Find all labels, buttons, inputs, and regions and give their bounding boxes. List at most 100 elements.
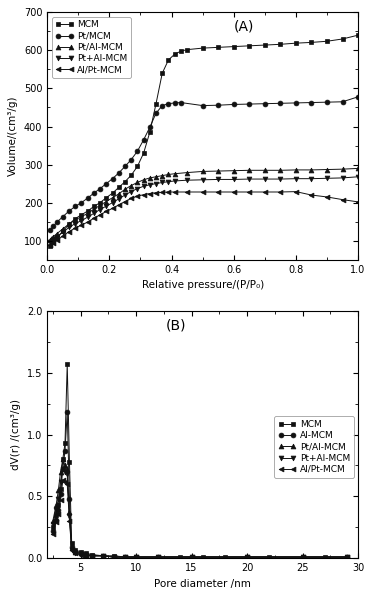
MCM [278, 41, 283, 48]
Al-MCM [123, 553, 127, 561]
Pt+Al-MCM [263, 176, 267, 183]
Al/Pt-MCM [116, 201, 121, 208]
Line: MCM: MCM [50, 362, 349, 559]
Pt/MCM [67, 207, 71, 214]
Pt/MCM [129, 156, 134, 163]
MCM [179, 48, 183, 55]
Pt+Al-MCM [247, 176, 251, 183]
Al-MCM [345, 553, 349, 561]
MCM [294, 39, 298, 47]
Pt/Al-MCM [123, 553, 127, 561]
MCM [154, 100, 158, 107]
Al/Pt-MCM [50, 530, 55, 537]
Al/Pt-MCM [325, 193, 329, 201]
Al/Pt-MCM [300, 553, 305, 561]
MCM [267, 553, 272, 561]
Al/Pt-MCM [309, 192, 314, 199]
Al-MCM [63, 447, 67, 454]
Pt/MCM [116, 170, 121, 177]
Line: Pt/Al-MCM: Pt/Al-MCM [48, 166, 361, 242]
Al/Pt-MCM [245, 553, 249, 561]
MCM [61, 227, 65, 235]
Pt+Al-MCM [154, 180, 158, 187]
Pt/Al-MCM [54, 501, 58, 509]
Pt/MCM [216, 101, 220, 109]
Pt+Al-MCM [78, 551, 83, 558]
Pt/MCM [98, 185, 102, 192]
Pt/MCM [154, 110, 158, 117]
Pt+Al-MCM [309, 175, 314, 182]
Pt/Al-MCM [129, 182, 134, 189]
Pt+Al-MCM [50, 520, 55, 527]
Al-MCM [300, 553, 305, 561]
Pt/MCM [61, 213, 65, 220]
Al-MCM [78, 550, 83, 557]
Al/Pt-MCM [294, 188, 298, 195]
Al/Pt-MCM [65, 481, 70, 488]
Pt/Al-MCM [63, 462, 67, 469]
Pt/Al-MCM [166, 171, 171, 178]
MCM [300, 553, 305, 561]
MCM [51, 239, 56, 246]
MCM [98, 199, 102, 206]
MCM [232, 43, 236, 50]
Pt/MCM [340, 98, 345, 105]
Al/Pt-MCM [156, 553, 160, 561]
Al/Pt-MCM [123, 553, 127, 561]
Pt/MCM [325, 99, 329, 106]
Al/Pt-MCM [166, 189, 171, 196]
MCM [70, 540, 74, 547]
Pt/MCM [166, 100, 171, 107]
MCM [73, 215, 77, 222]
MCM [101, 552, 105, 559]
Pt/Al-MCM [61, 456, 65, 463]
Pt+Al-MCM [172, 177, 177, 184]
Pt+Al-MCM [73, 550, 77, 557]
Pt/Al-MCM [48, 236, 53, 243]
Pt/MCM [200, 102, 205, 109]
Pt/Al-MCM [104, 198, 108, 205]
Al-MCM [84, 551, 88, 558]
Pt/Al-MCM [216, 168, 220, 175]
Pt+Al-MCM [79, 217, 84, 224]
Pt/MCM [54, 219, 59, 226]
Pt+Al-MCM [92, 210, 96, 217]
Pt/MCM [232, 101, 236, 108]
Pt/Al-MCM [54, 230, 59, 238]
Al-MCM [111, 553, 116, 561]
Al/Pt-MCM [111, 553, 116, 561]
Pt+Al-MCM [85, 214, 90, 221]
Al/Pt-MCM [54, 519, 58, 526]
Pt+Al-MCM [185, 177, 189, 184]
Pt/Al-MCM [110, 194, 115, 201]
Pt+Al-MCM [61, 229, 65, 236]
Al-MCM [245, 553, 249, 561]
MCM [172, 51, 177, 58]
Line: Pt+Al-MCM: Pt+Al-MCM [48, 174, 361, 245]
Pt/Al-MCM [67, 220, 71, 227]
Al-MCM [65, 409, 70, 416]
Pt+Al-MCM [232, 176, 236, 183]
Pt+Al-MCM [89, 552, 94, 559]
MCM [216, 44, 220, 51]
Pt/Al-MCM [116, 190, 121, 198]
MCM [247, 42, 251, 50]
X-axis label: Relative pressure/(P/P₀): Relative pressure/(P/P₀) [141, 280, 264, 290]
Al/Pt-MCM [92, 215, 96, 222]
Pt/Al-MCM [85, 210, 90, 217]
Pt+Al-MCM [116, 195, 121, 202]
MCM [67, 458, 72, 465]
Al-MCM [54, 516, 58, 524]
Pt/MCM [135, 147, 140, 155]
Pt+Al-MCM [70, 546, 74, 553]
Pt+Al-MCM [54, 506, 58, 513]
MCM [123, 178, 127, 185]
MCM [166, 56, 171, 63]
Pt/MCM [356, 93, 360, 100]
MCM [67, 221, 71, 228]
Pt+Al-MCM [160, 179, 165, 186]
MCM [200, 45, 205, 52]
Pt/Al-MCM [247, 167, 251, 174]
Legend: MCM, Al-MCM, Pt/Al-MCM, Pt+Al-MCM, Al/Pt-MCM: MCM, Al-MCM, Pt/Al-MCM, Pt+Al-MCM, Al/Pt… [275, 416, 353, 478]
MCM [123, 553, 127, 561]
